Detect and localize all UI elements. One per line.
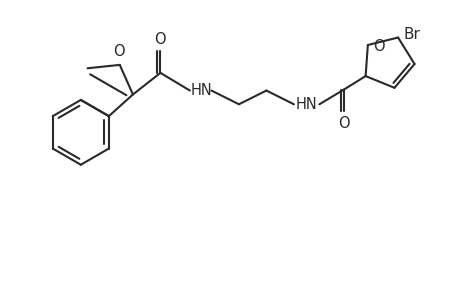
Text: Br: Br: [402, 27, 419, 42]
Text: O: O: [154, 32, 166, 47]
Text: HN: HN: [295, 97, 317, 112]
Text: HN: HN: [190, 83, 212, 98]
Text: O: O: [113, 44, 124, 59]
Text: O: O: [372, 40, 384, 55]
Text: O: O: [337, 116, 349, 131]
